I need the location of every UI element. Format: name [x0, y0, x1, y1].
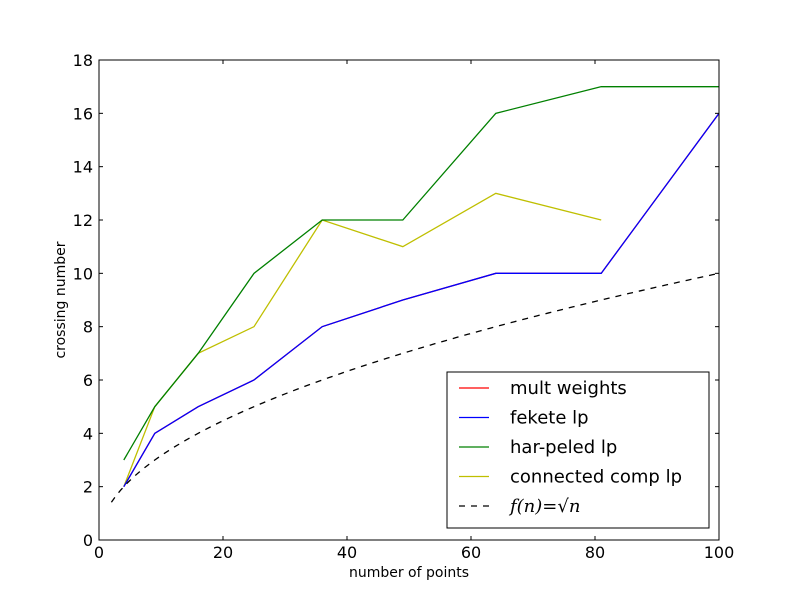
y-tick-label: 8	[83, 318, 93, 337]
y-tick-label: 6	[83, 371, 93, 390]
y-axis-label: crossing number	[53, 241, 69, 358]
y-tick-label: 0	[83, 531, 93, 550]
legend-label-f-n-n: f(n)=√n	[508, 496, 580, 517]
x-tick-label: 60	[461, 543, 481, 562]
y-tick-label: 2	[83, 478, 93, 497]
legend-label-fekete-lp: fekete lp	[510, 408, 589, 429]
legend: mult weights fekete lp har-peled lp connect…	[446, 371, 710, 529]
legend-label-connected-comp-lp: connected comp lp	[510, 467, 682, 488]
y-tick-label: 16	[73, 104, 93, 123]
x-tick-label: 40	[337, 543, 357, 562]
series-line-f-n-n	[110, 272, 720, 503]
legend-label-har-peled-lp: har-peled lp	[510, 437, 617, 458]
y-tick-label: 18	[73, 51, 93, 70]
legend-items: mult weights fekete lp har-peled lp connect…	[459, 378, 682, 517]
legend-box	[446, 371, 710, 529]
y-tick-label: 14	[73, 158, 93, 177]
legend-label-mult-weights: mult weights	[510, 378, 627, 399]
y-tick-label: 4	[83, 424, 93, 443]
x-tick-label: 20	[213, 543, 233, 562]
series-line-fekete-lp	[123, 112, 720, 487]
x-tick-label: 80	[585, 543, 605, 562]
plot-frame	[98, 59, 720, 541]
y-tick-label: 12	[73, 211, 93, 230]
x-tick-label: 100	[704, 543, 735, 562]
series-line-har-peled-lp	[123, 86, 719, 461]
x-tick-label: 0	[94, 543, 104, 562]
series-layer	[110, 86, 720, 503]
y-tick-label: 10	[73, 264, 93, 283]
x-axis-label: number of points	[349, 565, 469, 581]
tick-layer: 0 20 40 60 80 100 0 2 4 6 8 10 12 14 16 18	[73, 51, 735, 562]
